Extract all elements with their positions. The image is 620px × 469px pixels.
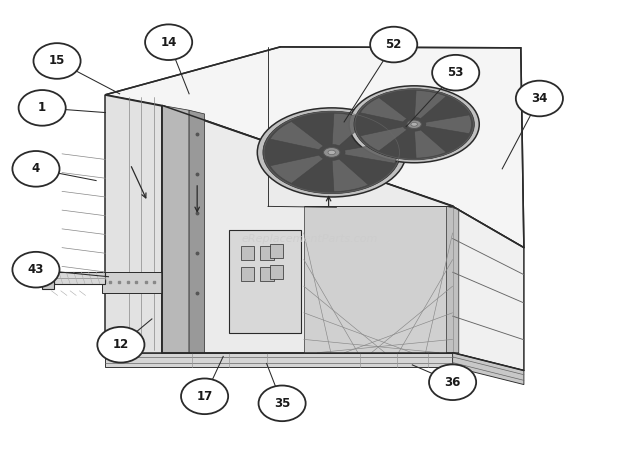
Ellipse shape (263, 111, 401, 194)
Polygon shape (260, 246, 274, 260)
Circle shape (432, 55, 479, 91)
Polygon shape (162, 106, 453, 353)
Text: 43: 43 (28, 263, 44, 276)
Polygon shape (46, 272, 105, 284)
Polygon shape (360, 127, 407, 151)
Ellipse shape (328, 150, 335, 155)
Ellipse shape (324, 148, 340, 157)
Circle shape (181, 378, 228, 414)
Circle shape (12, 252, 60, 287)
Ellipse shape (354, 89, 474, 160)
Polygon shape (446, 206, 459, 353)
Ellipse shape (349, 86, 479, 163)
Text: 14: 14 (161, 36, 177, 49)
Polygon shape (332, 113, 368, 146)
Polygon shape (241, 246, 254, 260)
Polygon shape (270, 265, 283, 279)
Polygon shape (229, 230, 301, 333)
Text: 4: 4 (32, 162, 40, 175)
Polygon shape (270, 121, 324, 150)
Polygon shape (102, 272, 162, 293)
Polygon shape (260, 267, 274, 281)
Polygon shape (270, 155, 324, 183)
Polygon shape (189, 110, 205, 353)
Polygon shape (360, 98, 407, 122)
Ellipse shape (257, 108, 406, 197)
Text: 34: 34 (531, 92, 547, 105)
Text: 36: 36 (445, 376, 461, 389)
Circle shape (259, 386, 306, 421)
Circle shape (33, 43, 81, 79)
Circle shape (12, 151, 60, 187)
Polygon shape (453, 206, 524, 371)
Polygon shape (270, 244, 283, 258)
Polygon shape (332, 159, 368, 192)
Circle shape (429, 364, 476, 400)
Polygon shape (453, 353, 524, 385)
Ellipse shape (411, 122, 417, 126)
Text: 17: 17 (197, 390, 213, 403)
Polygon shape (415, 91, 446, 119)
Text: 15: 15 (49, 54, 65, 68)
Polygon shape (415, 130, 446, 158)
Ellipse shape (407, 120, 422, 129)
Text: 53: 53 (448, 66, 464, 79)
Text: eReplacementParts.com: eReplacementParts.com (242, 234, 378, 244)
Polygon shape (345, 142, 397, 163)
Circle shape (370, 27, 417, 62)
Text: 35: 35 (274, 397, 290, 410)
Polygon shape (304, 206, 453, 353)
Circle shape (19, 90, 66, 126)
Circle shape (516, 81, 563, 116)
Polygon shape (105, 95, 162, 353)
Text: 52: 52 (386, 38, 402, 51)
Text: 12: 12 (113, 338, 129, 351)
Polygon shape (241, 267, 254, 281)
Polygon shape (42, 266, 54, 289)
Text: 1: 1 (38, 101, 46, 114)
Circle shape (145, 24, 192, 60)
Polygon shape (105, 353, 453, 367)
Polygon shape (105, 47, 524, 248)
Circle shape (97, 327, 144, 363)
Polygon shape (162, 106, 189, 353)
Polygon shape (425, 115, 471, 134)
